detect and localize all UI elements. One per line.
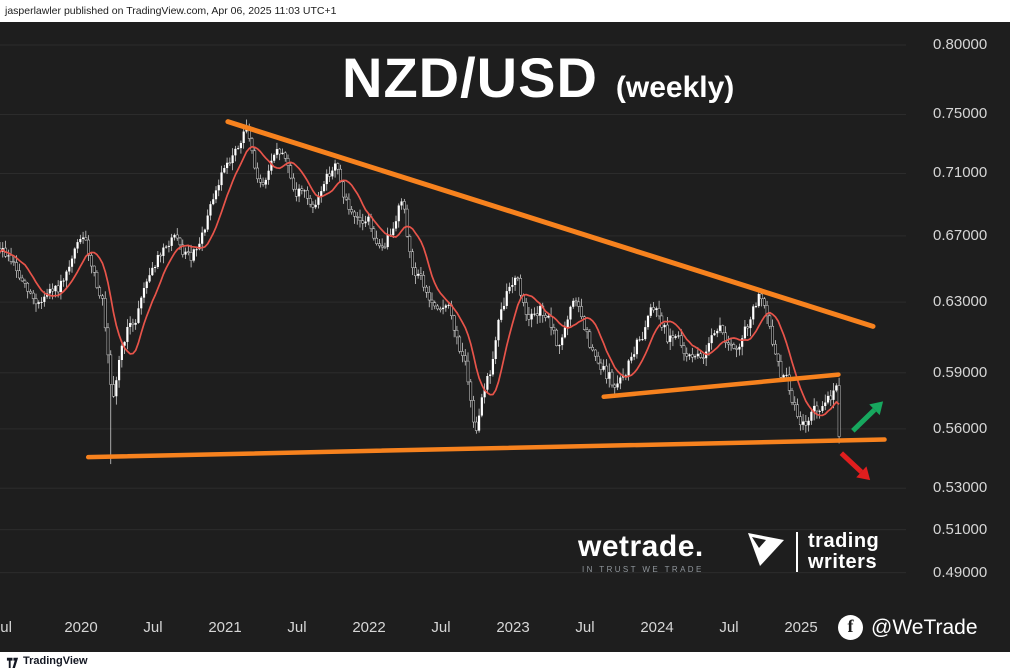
y-axis-label: 0.71000 xyxy=(933,164,988,182)
moving-average-line xyxy=(0,145,840,417)
x-axis-label: 2021 xyxy=(208,619,242,636)
attribution-bar: jasperlawler published on TradingView.co… xyxy=(0,0,1010,22)
chart-title: NZD/USD (weekly) xyxy=(342,45,734,110)
y-axis-label: 0.59000 xyxy=(933,363,988,381)
bearish-arrow xyxy=(839,451,864,474)
trendline-long-term-support xyxy=(85,437,887,460)
social-badge: f @WeTrade xyxy=(838,615,978,640)
tradingview-brand-text: TradingView xyxy=(23,655,88,667)
trading-writers-watermark: trading writers xyxy=(746,529,879,574)
wetrade-logo-text: wetrade. xyxy=(578,530,704,563)
x-axis-label: 2022 xyxy=(352,619,386,636)
x-axis-label: 2020 xyxy=(64,619,98,636)
timeframe-label: (weekly) xyxy=(615,71,735,104)
y-axis-label: 0.75000 xyxy=(933,105,988,123)
chart-area: 0.80000 0.75000 0.71000 0.67000 0.63000 0.590… xyxy=(0,22,1010,652)
x-axis-label: 2025 xyxy=(784,619,818,636)
y-axis-label: 0.63000 xyxy=(933,293,988,311)
trendlines xyxy=(85,119,887,460)
bullish-arrow-head xyxy=(869,401,884,416)
x-axis-label: Jul xyxy=(575,619,595,636)
gridlines xyxy=(0,44,906,574)
y-axis-label: 0.56000 xyxy=(933,419,988,437)
x-axis-label: 2023 xyxy=(496,619,530,636)
trendline-descending-resistance xyxy=(225,119,876,329)
facebook-icon: f xyxy=(838,615,863,640)
tradingview-logo-icon xyxy=(6,655,19,668)
x-axis-label: 2024 xyxy=(640,619,674,636)
divider xyxy=(796,531,798,572)
symbol-title: NZD/USD xyxy=(342,46,598,109)
trading-writers-logo-icon xyxy=(746,529,786,574)
bullish-arrow xyxy=(851,407,877,433)
trendline-short-term-rising-support xyxy=(601,372,841,399)
x-axis-label: Jul xyxy=(287,619,307,636)
x-axis-label: ul xyxy=(0,619,12,636)
annotation-arrows xyxy=(839,401,884,481)
trading-writers-logo-text: trading writers xyxy=(808,529,880,573)
x-axis-label: Jul xyxy=(719,619,739,636)
x-axis-label: Jul xyxy=(431,619,451,636)
y-axis-label: 0.53000 xyxy=(933,479,988,497)
bearish-arrow-head xyxy=(856,466,871,481)
social-handle: @WeTrade xyxy=(871,615,978,639)
candles xyxy=(0,119,841,465)
y-axis-label: 0.49000 xyxy=(933,563,988,581)
wetrade-watermark: wetrade. IN TRUST WE TRADE xyxy=(578,530,704,575)
y-axis-label: 0.51000 xyxy=(933,520,988,538)
y-axis-label: 0.67000 xyxy=(933,226,988,244)
footer-bar: TradingView xyxy=(0,652,1010,670)
y-axis-label: 0.80000 xyxy=(933,36,988,53)
price-chart-canvas[interactable] xyxy=(0,22,1010,652)
x-axis-label: Jul xyxy=(143,619,163,636)
wetrade-tagline: IN TRUST WE TRADE xyxy=(582,565,704,574)
attribution-text: jasperlawler published on TradingView.co… xyxy=(5,5,337,17)
